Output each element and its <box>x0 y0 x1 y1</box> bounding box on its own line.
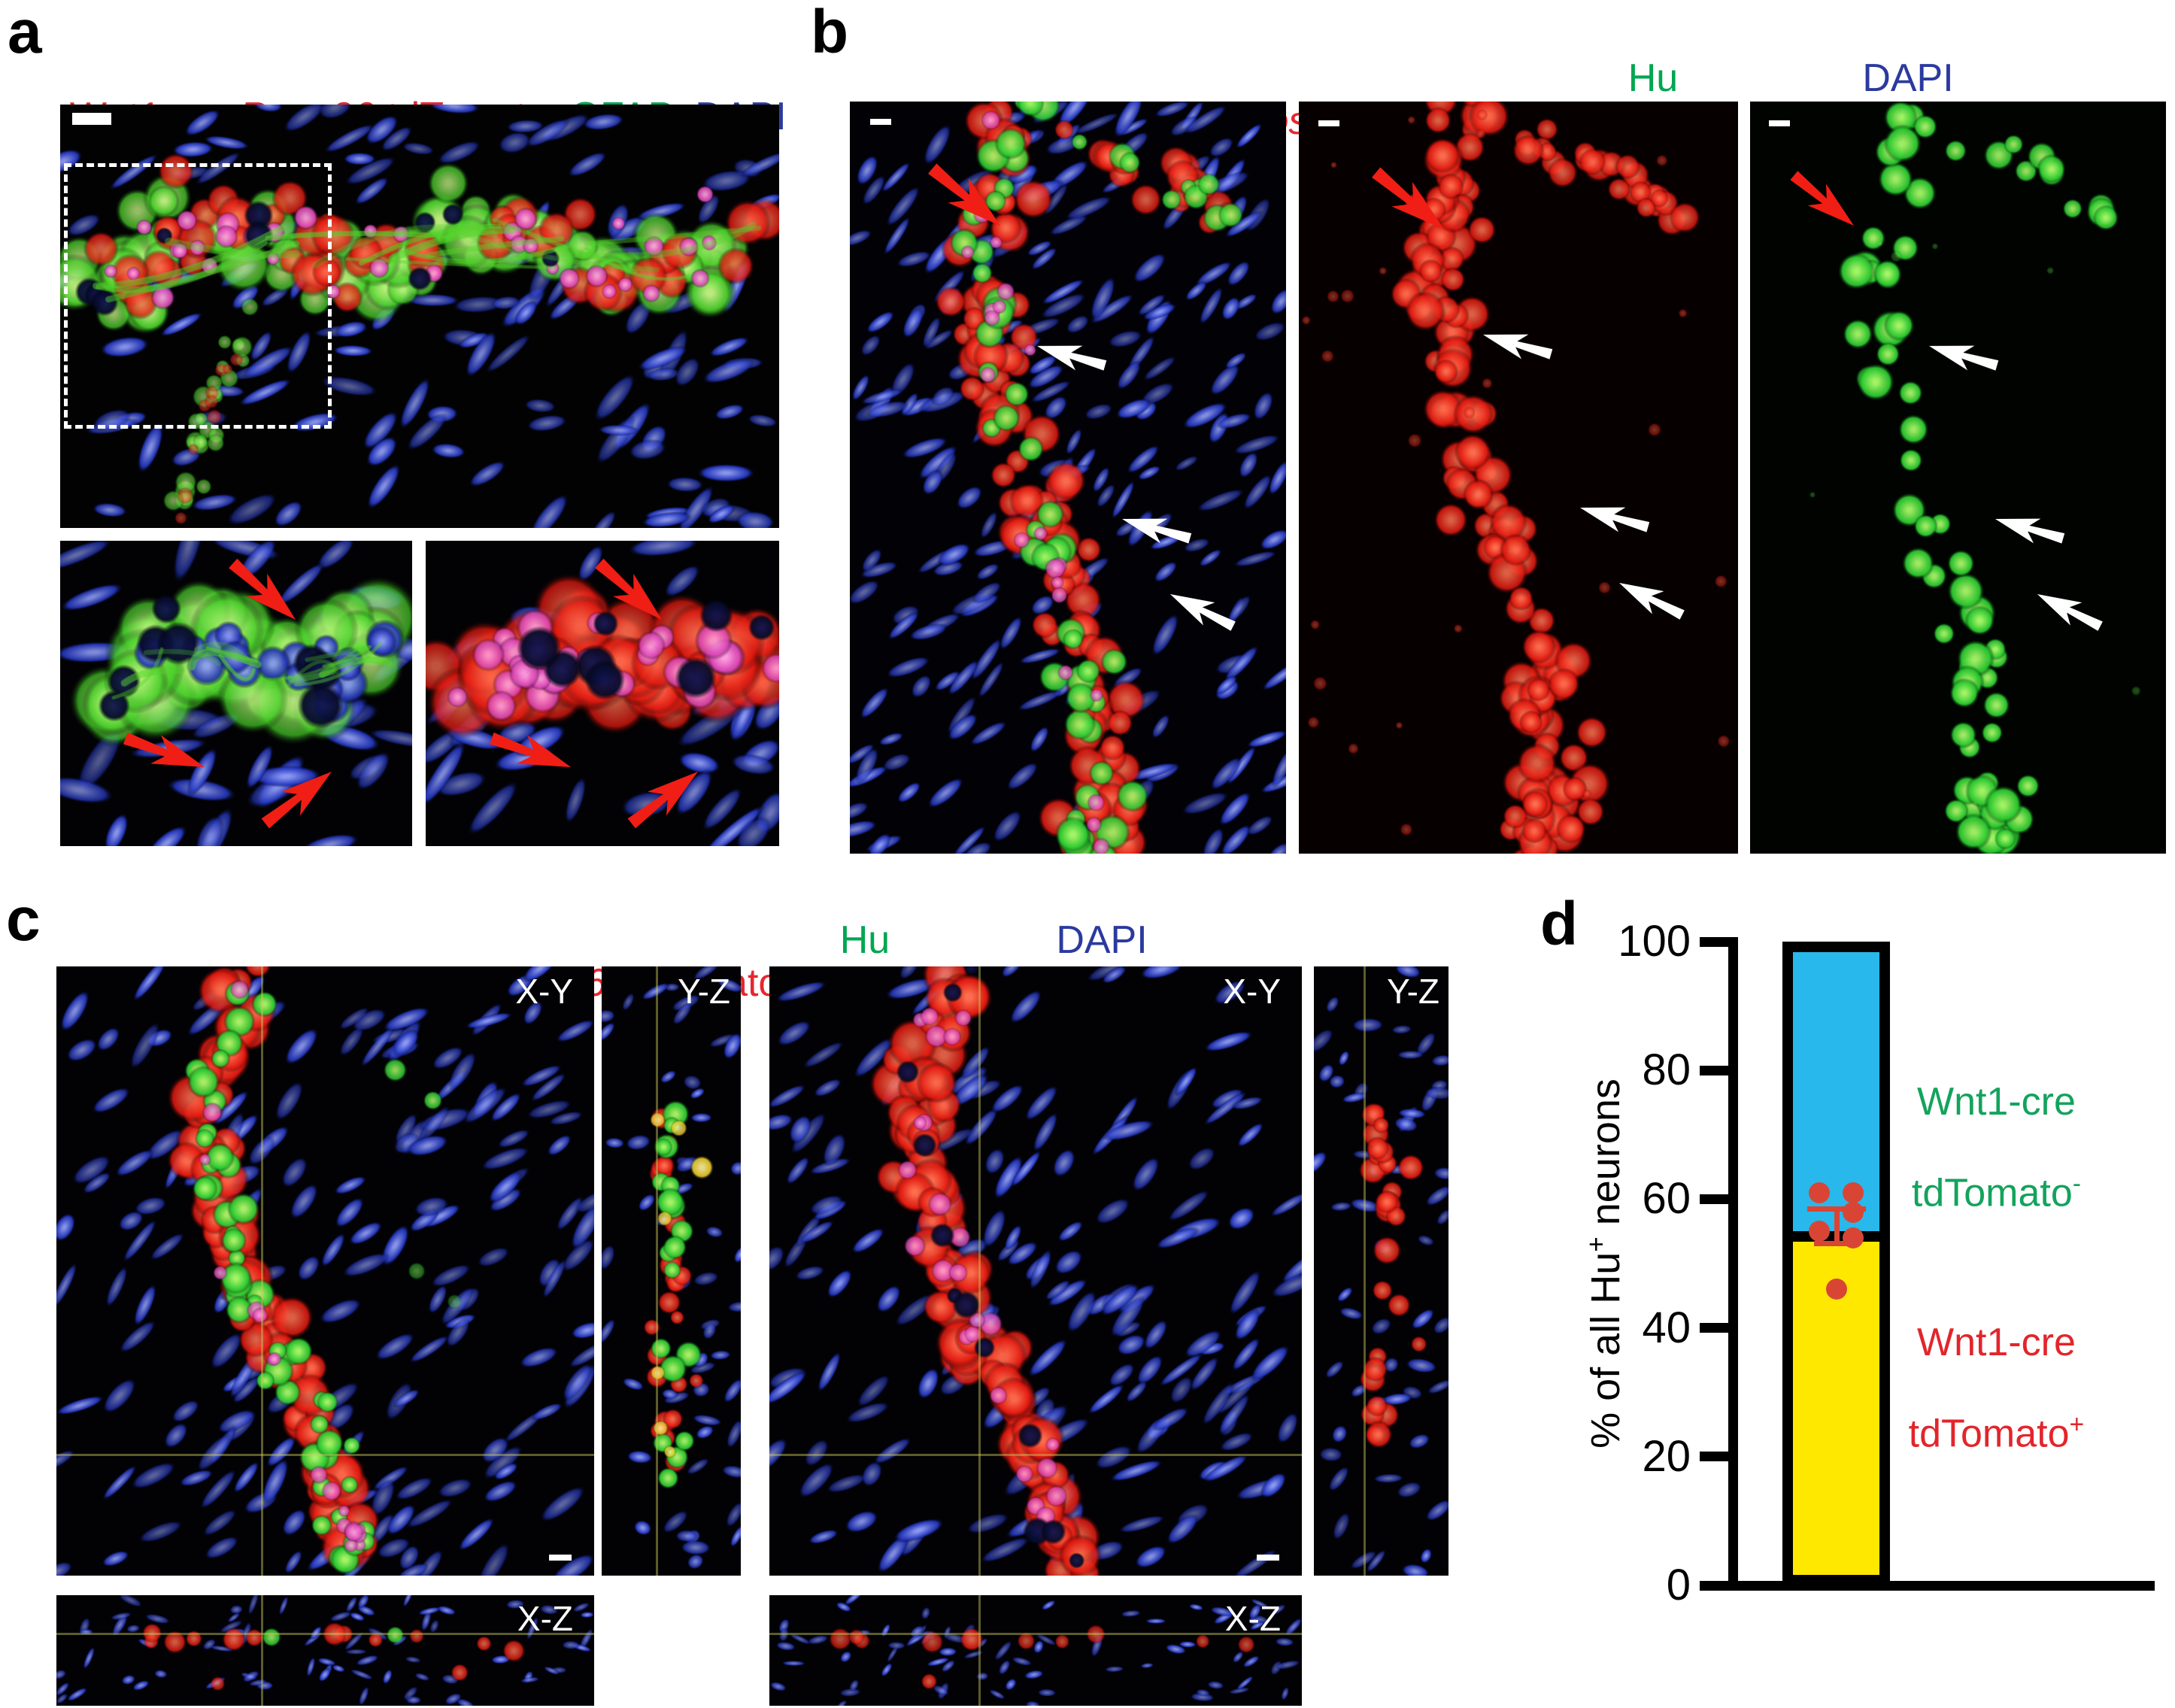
panel-b-merge-micrograph <box>850 102 1286 854</box>
panel-c1-xz-micrograph: X-Z <box>56 1595 594 1706</box>
panel-a-tdtomato-dapi-inset <box>426 541 779 846</box>
y-tick <box>1700 936 1728 947</box>
inset-outline-box <box>64 163 332 429</box>
panel-c2-xy-micrograph: X-Y <box>769 966 1302 1576</box>
y-tick-label: 0 <box>1666 1561 1691 1609</box>
data-point <box>1808 1182 1830 1203</box>
legend-neg-sup: - <box>2072 1170 2082 1199</box>
data-point <box>1808 1221 1830 1242</box>
panel-c2-yz-micrograph: Y-Z <box>1314 966 1448 1576</box>
stacked-bar <box>1782 942 1890 1585</box>
scale-bar <box>1257 1555 1279 1561</box>
y-tick <box>1700 1323 1728 1333</box>
view-label-yz: Y-Z <box>1387 972 1439 1011</box>
view-label-xy: X-Y <box>1223 972 1281 1011</box>
y-tick <box>1700 1194 1728 1204</box>
error-bar-stem <box>1834 1209 1840 1243</box>
legend-tdtomato-negative: Wnt1-cre tdTomato- <box>1890 1035 2081 1217</box>
y-tick <box>1700 1580 1728 1591</box>
panel-b-title-hu: Hu <box>1627 56 1679 100</box>
legend-neg-line2: tdTomato <box>1911 1171 2073 1215</box>
y-axis-title-text: % of all Hu <box>1583 1251 1628 1449</box>
crosshair-horizontal <box>56 1633 594 1635</box>
scale-bar <box>1318 120 1339 126</box>
scale-bar <box>1769 120 1790 126</box>
crosshair-vertical <box>1364 966 1366 1576</box>
crosshair-horizontal <box>769 1454 1302 1456</box>
legend-pos-line1: Wnt1-cre <box>1916 1320 2076 1364</box>
scale-bar <box>72 113 111 125</box>
data-point <box>1842 1182 1864 1203</box>
panel-b-tdtomato-micrograph <box>1299 102 1738 854</box>
view-label-yz: Y-Z <box>678 972 730 1011</box>
legend-pos-line2: tdTomato <box>1908 1412 2070 1456</box>
y-axis-line <box>1728 937 1738 1591</box>
crosshair-vertical <box>656 966 658 1576</box>
y-tick-label: 80 <box>1642 1045 1691 1095</box>
scale-bar <box>870 119 891 125</box>
panel-c2-xz-micrograph: X-Z <box>769 1595 1302 1706</box>
y-tick-label: 20 <box>1642 1431 1691 1481</box>
y-tick <box>1700 1065 1728 1075</box>
panel-c1-xy-micrograph: X-Y <box>56 966 594 1576</box>
crosshair-vertical <box>261 1595 263 1706</box>
y-tick-label: 40 <box>1642 1303 1691 1352</box>
y-tick-label: 60 <box>1642 1174 1691 1224</box>
data-point <box>1842 1227 1864 1248</box>
legend-tdtomato-positive: Wnt1-cre tdTomato+ <box>1887 1276 2085 1458</box>
panel-c-title-dapi: DAPI <box>1056 918 1148 962</box>
legend-pos-sup: + <box>2069 1410 2085 1440</box>
crosshair-horizontal <box>769 1633 1302 1635</box>
panel-a-label: a <box>8 0 42 66</box>
panel-d-label: d <box>1540 890 1579 958</box>
crosshair-vertical <box>978 966 981 1576</box>
panel-a-gfap-dapi-inset <box>60 541 412 846</box>
panel-a-merge-micrograph <box>60 105 779 528</box>
y-axis-title-sup: + <box>1582 1236 1611 1252</box>
panel-c-title-hu: Hu <box>839 918 890 962</box>
crosshair-vertical <box>261 966 263 1576</box>
panel-c1-yz-micrograph: Y-Z <box>602 966 741 1576</box>
panel-c-label: c <box>6 885 41 954</box>
data-point <box>1825 1279 1847 1300</box>
y-tick <box>1700 1452 1728 1462</box>
crosshair-horizontal <box>56 1454 594 1456</box>
y-axis-title: % of all Hu+ neurons <box>1582 925 1630 1602</box>
view-label-xz: X-Z <box>1224 1599 1281 1638</box>
error-bar-cap <box>1813 1240 1859 1246</box>
data-point <box>1842 1201 1864 1223</box>
view-label-xy: X-Y <box>515 972 573 1011</box>
view-label-xz: X-Z <box>517 1599 573 1638</box>
crosshair-vertical <box>978 1595 981 1706</box>
legend-neg-line1: Wnt1-cre <box>1916 1079 2076 1124</box>
scale-bar <box>549 1555 572 1561</box>
y-tick-label: 100 <box>1618 917 1691 966</box>
panel-b-hu-dapi-micrograph <box>1750 102 2166 854</box>
panel-b-label: b <box>811 0 849 66</box>
panel-b-title-dapi: DAPI <box>1862 56 1954 100</box>
